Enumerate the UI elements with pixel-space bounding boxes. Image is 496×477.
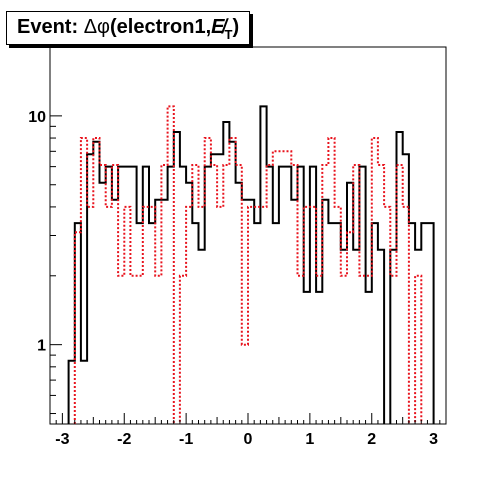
x-tick-label: -2 xyxy=(117,431,131,448)
x-tick-label: 2 xyxy=(367,431,376,448)
series-layer xyxy=(67,105,435,424)
x-tick-label: 3 xyxy=(429,431,438,448)
title-phi: φ xyxy=(97,16,111,38)
title-met-sub: T xyxy=(224,27,233,42)
title-close: ) xyxy=(232,16,240,38)
chart-title-box: Event: Δφ(electron1,E̸T) xyxy=(6,11,250,45)
title-prefix: Event: xyxy=(17,16,84,38)
series-0-line xyxy=(67,105,435,424)
x-axis: -3 -2 -1 0 1 2 3 xyxy=(49,413,447,448)
x-tick-label: -3 xyxy=(55,431,69,448)
title-met: E̸ xyxy=(211,16,225,38)
x-tick-label: -1 xyxy=(179,431,193,448)
y-axis: 1 10 xyxy=(28,46,62,415)
y-tick-label: 1 xyxy=(37,338,46,355)
x-tick-label: 1 xyxy=(305,431,314,448)
title-args: (electron1, xyxy=(110,16,212,38)
y-tick-label: 10 xyxy=(28,109,46,126)
chart-title: Event: Δφ(electron1,E̸T) xyxy=(17,16,239,42)
title-delta: Δ xyxy=(83,16,98,38)
x-tick-label: 0 xyxy=(244,431,253,448)
series-1-line xyxy=(73,105,423,424)
